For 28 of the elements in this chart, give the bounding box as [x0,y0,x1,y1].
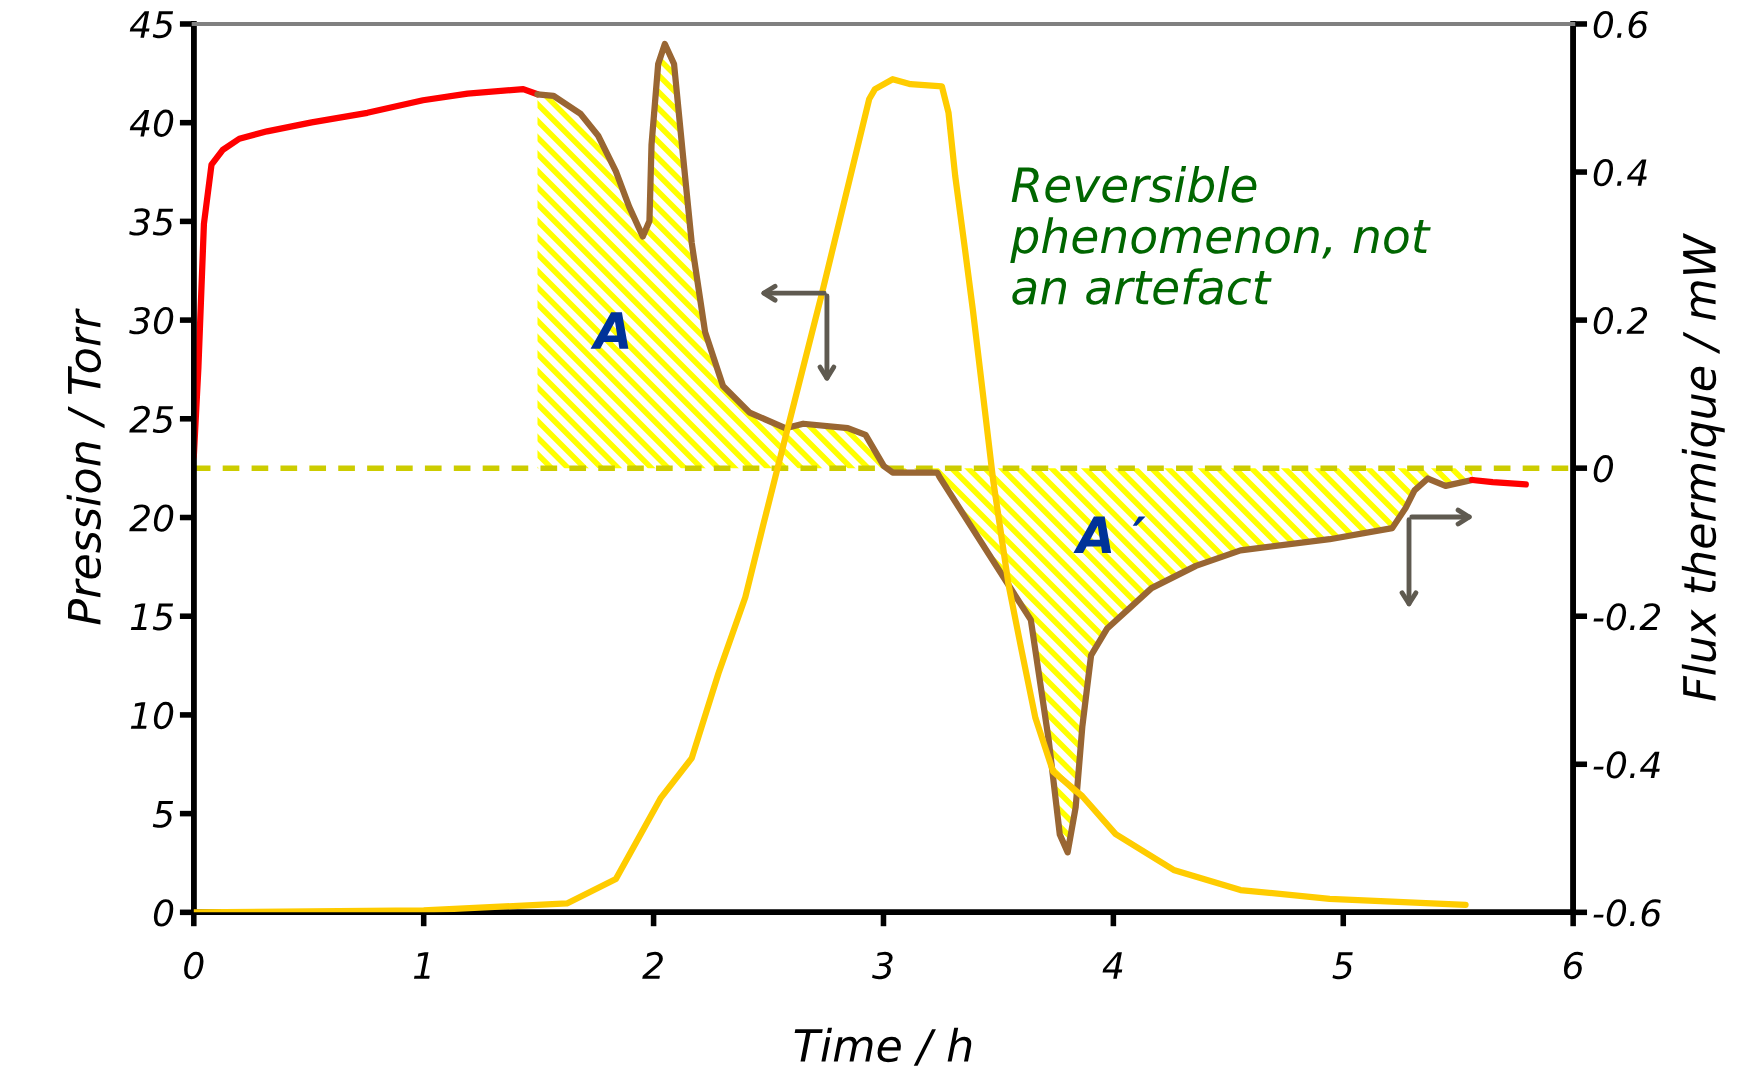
y-tick-label: 30 [129,307,174,335]
y2-tick-label: 0.6 [1593,10,1648,39]
y-tick-label: 45 [129,11,174,39]
x-tick-label: 0 [184,951,204,980]
y-tick-label: 35 [129,208,174,236]
y-tick-label: 25 [129,405,174,434]
y2-axis-title: Flux thermique / mW [1681,232,1725,701]
x-tick-label: 5 [1332,952,1353,980]
y-axis-title: Pression / Torr [66,308,105,625]
y2-tick-label: 0 [1593,455,1614,483]
x-tick-label: 1 [413,952,430,979]
x-tick-label: 2 [642,951,663,979]
y2-tick-label: 0.2 [1593,307,1648,335]
y-tick-label: 20 [129,504,174,532]
y-tick-label: 15 [130,603,174,631]
y-tick-label: 0 [153,899,174,927]
x-axis-title: Time / h [794,1027,972,1066]
y2-tick-label: -0.2 [1593,603,1661,631]
x-tick-label: 6 [1563,951,1584,980]
y-tick-label: 10 [130,701,174,730]
annotation: Reversible phenomenon, not an artefact [1010,166,1431,305]
y2-tick-label: 0.4 [1593,158,1647,187]
x-tick-label: 3 [872,951,893,980]
y2-tick-label: -0.6 [1593,899,1661,927]
y-tick-label: 40 [129,109,174,137]
y2-tick-label: -0.4 [1593,751,1660,779]
x-tick-label: 4 [1102,952,1123,979]
y-tick-label: 5 [152,801,174,828]
